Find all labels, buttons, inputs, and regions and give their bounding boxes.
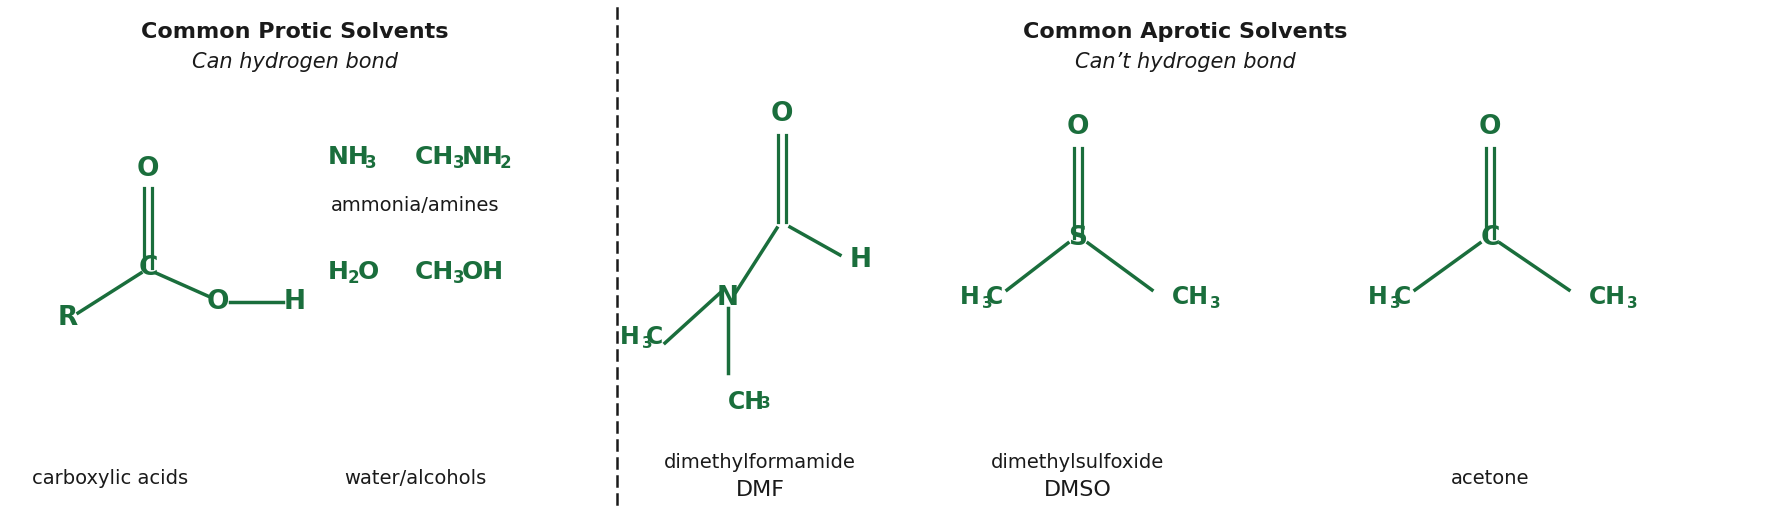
Text: DMF: DMF (735, 480, 785, 500)
Text: C: C (646, 325, 664, 349)
Text: H: H (621, 325, 640, 349)
Text: H: H (850, 247, 872, 273)
Text: H: H (1368, 285, 1388, 309)
Text: CH: CH (728, 390, 765, 414)
Text: 3: 3 (454, 154, 464, 172)
Text: R: R (59, 305, 78, 331)
Text: O: O (358, 260, 379, 284)
Text: O: O (770, 101, 793, 127)
Text: 3: 3 (760, 396, 770, 411)
Text: 3: 3 (982, 295, 993, 311)
Text: CH: CH (415, 260, 454, 284)
Text: H: H (285, 289, 306, 315)
Text: 3: 3 (1391, 295, 1402, 311)
Text: Can hydrogen bond: Can hydrogen bond (192, 52, 398, 72)
Text: H: H (327, 260, 349, 284)
Text: 3: 3 (365, 154, 377, 172)
Text: dimethylformamide: dimethylformamide (664, 453, 856, 472)
Text: H: H (961, 285, 980, 309)
Text: 3: 3 (454, 269, 464, 287)
Text: DMSO: DMSO (1044, 480, 1112, 500)
Text: 3: 3 (1628, 295, 1638, 311)
Text: C: C (1480, 225, 1500, 251)
Text: 3: 3 (1210, 295, 1220, 311)
Text: S: S (1069, 225, 1087, 251)
Text: O: O (1067, 114, 1089, 140)
Text: carboxylic acids: carboxylic acids (32, 469, 189, 487)
Text: CH: CH (1589, 285, 1626, 309)
Text: N: N (717, 285, 738, 311)
Text: Can’t hydrogen bond: Can’t hydrogen bond (1075, 52, 1295, 72)
Text: 2: 2 (500, 154, 512, 172)
Text: ammonia/amines: ammonia/amines (331, 196, 500, 215)
Text: NH: NH (463, 145, 503, 169)
Text: C: C (1393, 285, 1411, 309)
Text: O: O (1478, 114, 1501, 140)
Text: NH: NH (327, 145, 370, 169)
Text: water/alcohols: water/alcohols (343, 469, 486, 487)
Text: Common Protic Solvents: Common Protic Solvents (141, 22, 448, 42)
Text: acetone: acetone (1450, 469, 1530, 487)
Text: dimethylsulfoxide: dimethylsulfoxide (991, 453, 1165, 472)
Text: O: O (137, 156, 160, 182)
Text: CH: CH (1172, 285, 1210, 309)
Text: C: C (139, 255, 158, 281)
Text: 3: 3 (642, 336, 653, 351)
Text: Common Aprotic Solvents: Common Aprotic Solvents (1023, 22, 1347, 42)
Text: O: O (206, 289, 229, 315)
Text: CH: CH (415, 145, 454, 169)
Text: C: C (986, 285, 1003, 309)
Text: 2: 2 (349, 269, 359, 287)
Text: OH: OH (463, 260, 503, 284)
